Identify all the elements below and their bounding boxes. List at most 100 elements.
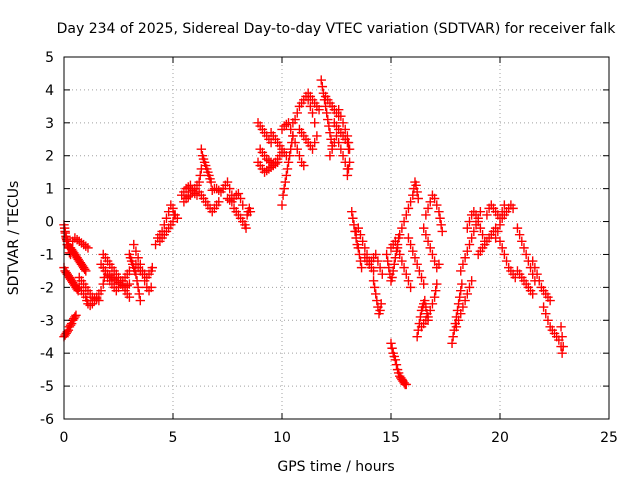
data-point [545,295,555,306]
data-point [430,285,441,296]
data-point [458,259,468,270]
data-point [397,223,407,233]
data-point [368,266,379,276]
data-point [421,230,431,240]
data-point [454,292,465,302]
data-point [194,177,204,187]
data-point [412,187,422,197]
data-point [387,343,397,353]
y-tick-label: 2 [45,149,54,165]
data-point [423,203,433,214]
x-tick-label: 5 [169,430,178,446]
data-point [343,164,354,174]
data-point [195,170,205,181]
y-tick-label: -4 [40,346,54,362]
data-point [356,262,367,273]
data-point [344,157,355,168]
data-point [462,246,472,256]
data-point [369,282,380,293]
data-point [423,236,433,246]
data-point [290,137,300,148]
data-point [83,243,93,253]
data-point [310,137,320,148]
data-point [316,75,326,85]
data-point [514,230,525,240]
data-point [408,246,418,256]
data-point [521,249,531,260]
y-tick-label: 4 [45,83,54,99]
data-point [238,200,248,210]
data-point [395,230,405,240]
data-point [482,210,492,220]
data-point [124,279,135,289]
data-point [241,223,251,233]
data-point [307,108,318,118]
data-point [395,249,405,260]
data-point [336,144,346,154]
chart-title: Day 234 of 2025, Sidereal Day-to-day VTE… [57,21,617,37]
data-point [493,226,503,237]
data-point [280,177,290,187]
data-point [292,108,302,118]
data-point [94,295,104,306]
data-point [434,206,444,217]
data-point [310,118,320,128]
data-point [416,272,427,283]
x-axis-title: GPS time / hours [277,459,394,475]
data-point [282,164,293,174]
data-point [288,131,298,141]
data-point [62,327,72,337]
data-point [469,226,479,237]
data-point [456,285,466,296]
x-tick-label: 0 [60,430,69,446]
data-point [512,223,523,233]
data-point [403,233,414,243]
data-point [397,256,407,266]
data-point [96,285,106,296]
data-point [81,266,91,276]
data-point [286,124,296,135]
y-tick-label: -5 [40,379,54,395]
data-point [419,223,429,233]
data-point [161,213,172,223]
data-point [124,292,135,302]
data-point [386,338,396,349]
data-point [333,137,344,148]
data-point [377,269,387,279]
data-point [543,315,553,325]
data-point [451,322,462,332]
data-point [375,305,385,316]
data-point [338,118,348,128]
data-point [420,295,430,306]
axis-ticks [63,56,610,420]
data-point [556,322,566,332]
data-point [390,236,401,246]
data-point [399,262,409,273]
data-point [323,114,333,125]
data-point [292,144,302,154]
y-tick-label: -3 [40,313,54,329]
data-point [333,104,344,115]
data-point [401,379,411,390]
data-point [355,230,366,240]
data-point [425,305,435,316]
data-point [168,203,178,214]
data-point [245,206,256,217]
data-point [344,144,355,154]
data-point [460,253,470,263]
data-point [371,249,381,260]
data-point [314,104,324,115]
data-point [497,243,507,253]
data-point [508,203,518,214]
data-point [457,279,467,289]
data-point [391,360,402,370]
data-point [342,170,353,181]
data-point [135,295,145,306]
data-point [411,180,421,191]
data-point [392,243,403,253]
data-point [133,282,143,293]
data-point [541,308,551,319]
data-point [340,124,350,135]
data-point [410,253,420,263]
data-point [60,226,70,237]
